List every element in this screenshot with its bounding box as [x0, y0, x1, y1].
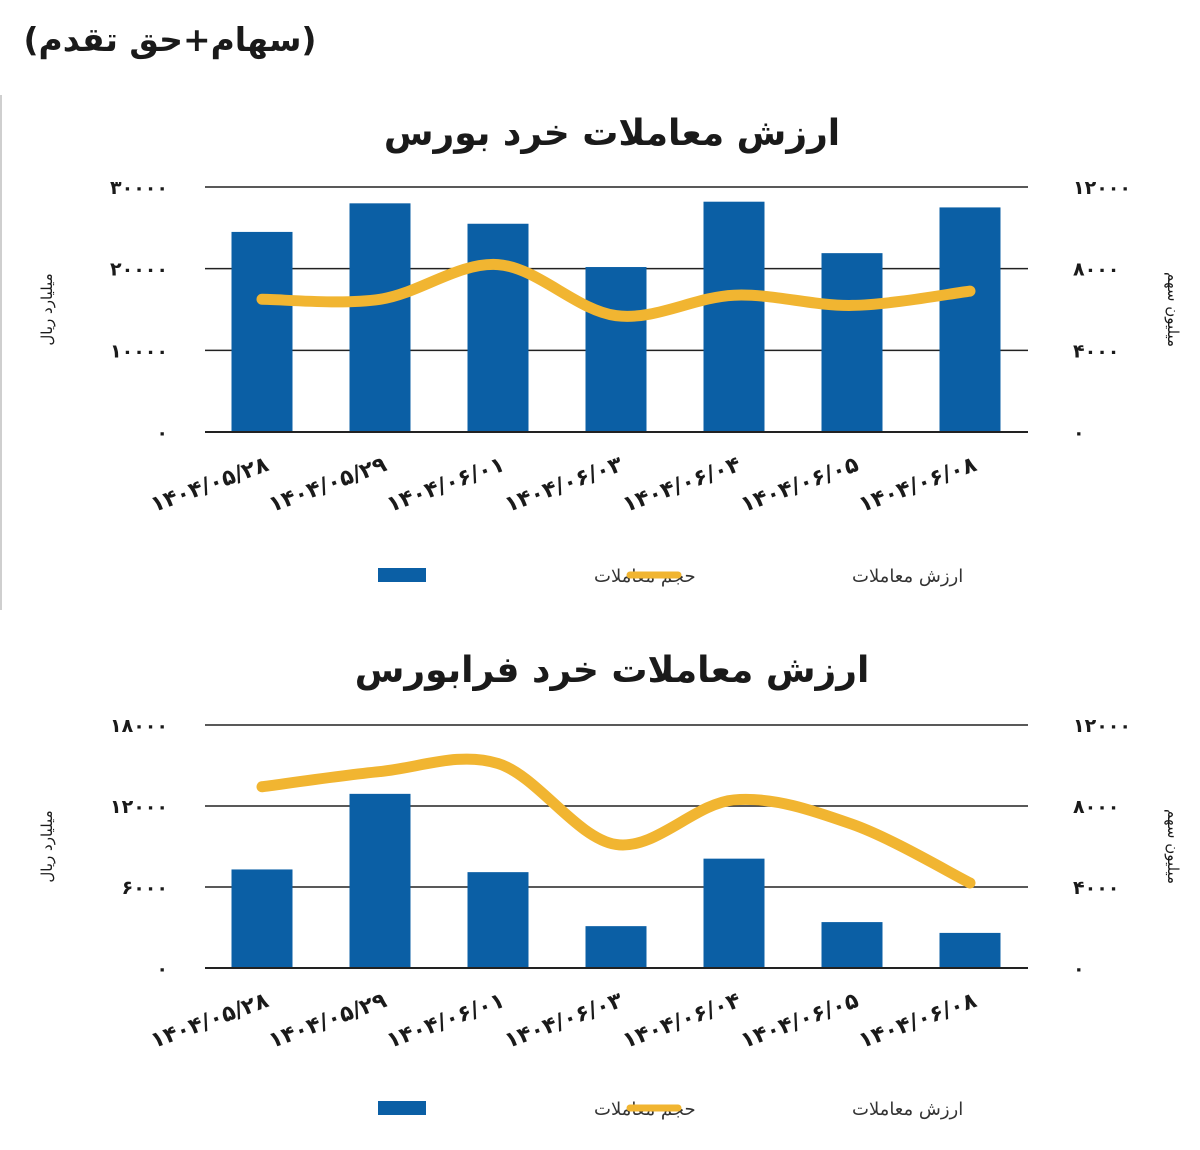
- legend-swatch-bar: [378, 568, 426, 582]
- bar: [585, 267, 647, 432]
- bar: [585, 926, 647, 968]
- category-label: ۱۴۰۴/۰۶/۰۱: [383, 452, 508, 518]
- category-label: ۱۴۰۴/۰۵/۲۸: [147, 452, 272, 518]
- right-tick-label: ۴۰۰۰: [1073, 877, 1119, 899]
- line-point: [969, 290, 971, 292]
- bar: [703, 201, 765, 432]
- left-tick-label: ۱۲۰۰۰: [110, 796, 168, 818]
- legend-label-line: ارزش معاملات: [852, 1099, 963, 1120]
- right-tick-label: ۰: [1073, 422, 1085, 444]
- line-series: [256, 753, 976, 889]
- bar: [467, 223, 529, 432]
- line-point: [497, 762, 499, 764]
- line-point: [851, 304, 853, 306]
- bar: [939, 207, 1001, 432]
- left-tick-label: ۲۰۰۰۰: [110, 259, 168, 281]
- right-tick-label: ۴۰۰۰: [1073, 340, 1119, 362]
- category-label: ۱۴۰۴/۰۶/۰۴: [619, 988, 744, 1054]
- line-point: [615, 843, 617, 845]
- chart-title: ارزش معاملات خرد بورس: [384, 113, 840, 154]
- line-point: [379, 771, 381, 773]
- bar: [821, 922, 883, 968]
- category-label: ۱۴۰۴/۰۶/۰۵: [737, 988, 862, 1054]
- legend-swatch-bar: [378, 1101, 426, 1115]
- side-divider: [0, 95, 2, 610]
- category-label: ۱۴۰۴/۰۶/۰۸: [855, 452, 980, 518]
- line-series: [256, 259, 976, 322]
- page-header: (سهام+حق تقدم): [23, 20, 317, 59]
- category-label: ۱۴۰۴/۰۶/۰۳: [501, 988, 626, 1054]
- bar: [231, 869, 293, 968]
- line-point: [851, 823, 853, 825]
- line-point: [497, 264, 499, 266]
- right-tick-label: ۱۲۰۰۰: [1073, 715, 1131, 737]
- bar: [349, 793, 411, 968]
- bar: [939, 932, 1001, 968]
- right-tick-label: ۰: [1073, 958, 1085, 980]
- bar: [349, 203, 411, 432]
- line-point: [733, 799, 735, 801]
- right-tick-label: ۸۰۰۰: [1073, 796, 1119, 818]
- category-label: ۱۴۰۴/۰۵/۲۸: [147, 988, 272, 1054]
- line-point: [379, 298, 381, 300]
- category-label: ۱۴۰۴/۰۶/۰۸: [855, 988, 980, 1054]
- left-tick-label: ۶۰۰۰: [122, 877, 168, 899]
- chart-bourse: ارزش معاملات خرد بورس ۳۰۰۰۰ ۱۲۰۰۰ ۲۰۰۰۰ ۸۰۰۰…: [38, 113, 1182, 587]
- chart-farabourse: ارزش معاملات خرد فرابورس ۱۸۰۰۰ ۱۲۰۰۰ ۱۲۰۰۰ ۸…: [38, 650, 1182, 1120]
- category-label: ۱۴۰۴/۰۶/۰۴: [619, 452, 744, 518]
- bar: [821, 253, 883, 432]
- legend-label-line: ارزش معاملات: [852, 566, 963, 587]
- category-label: ۱۴۰۴/۰۵/۲۹: [265, 988, 390, 1054]
- line-point: [261, 786, 263, 788]
- category-label: ۱۴۰۴/۰۵/۲۹: [265, 452, 390, 518]
- category-label: ۱۴۰۴/۰۶/۰۱: [383, 988, 508, 1054]
- line-point: [615, 315, 617, 317]
- line-point: [733, 294, 735, 296]
- y2-axis-label: میلیون سهم: [1164, 272, 1182, 347]
- chart-title: ارزش معاملات خرد فرابورس: [355, 650, 870, 691]
- left-tick-label: ۳۰۰۰۰: [110, 177, 168, 199]
- category-label: ۱۴۰۴/۰۶/۰۵: [737, 452, 862, 518]
- bar: [703, 858, 765, 968]
- left-tick-label: ۰: [156, 958, 168, 980]
- y-axis-label: میلیارد ریال: [38, 810, 56, 882]
- bar: [467, 872, 529, 968]
- left-tick-label: ۱۸۰۰۰: [110, 715, 168, 737]
- right-tick-label: ۸۰۰۰: [1073, 259, 1119, 281]
- left-tick-label: ۱۰۰۰۰: [110, 340, 168, 362]
- right-tick-label: ۱۲۰۰۰: [1073, 177, 1131, 199]
- category-label: ۱۴۰۴/۰۶/۰۳: [501, 452, 626, 518]
- bar: [231, 231, 293, 432]
- y2-axis-label: میلیون سهم: [1164, 809, 1182, 884]
- line-point: [969, 882, 971, 884]
- line-point: [261, 298, 263, 300]
- left-tick-label: ۰: [156, 422, 168, 444]
- y-axis-label: میلیارد ریال: [38, 273, 56, 345]
